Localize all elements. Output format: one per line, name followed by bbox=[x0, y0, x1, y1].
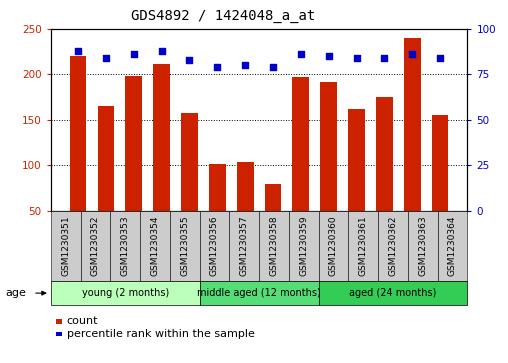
Text: GSM1230359: GSM1230359 bbox=[299, 216, 308, 276]
Point bbox=[157, 48, 166, 54]
Bar bbox=[237, 162, 253, 211]
Text: GSM1230353: GSM1230353 bbox=[121, 216, 130, 276]
Bar bbox=[404, 38, 421, 211]
Point bbox=[297, 52, 305, 57]
Text: young (2 months): young (2 months) bbox=[82, 288, 169, 298]
Text: GSM1230351: GSM1230351 bbox=[61, 216, 70, 276]
Bar bbox=[70, 56, 86, 211]
Point bbox=[213, 64, 221, 70]
Bar bbox=[432, 115, 449, 211]
Point bbox=[436, 55, 444, 61]
Bar bbox=[293, 77, 309, 211]
Bar bbox=[321, 82, 337, 211]
Text: GDS4892 / 1424048_a_at: GDS4892 / 1424048_a_at bbox=[132, 9, 315, 23]
Point bbox=[408, 52, 416, 57]
Text: percentile rank within the sample: percentile rank within the sample bbox=[67, 329, 255, 339]
Text: GSM1230361: GSM1230361 bbox=[359, 216, 368, 276]
Point bbox=[269, 64, 277, 70]
Text: GSM1230355: GSM1230355 bbox=[180, 216, 189, 276]
Text: GSM1230364: GSM1230364 bbox=[448, 216, 457, 276]
Text: GSM1230363: GSM1230363 bbox=[418, 216, 427, 276]
Point bbox=[325, 53, 333, 59]
Text: GSM1230358: GSM1230358 bbox=[269, 216, 278, 276]
Text: GSM1230356: GSM1230356 bbox=[210, 216, 219, 276]
Bar bbox=[153, 64, 170, 211]
Point bbox=[241, 62, 249, 68]
Text: count: count bbox=[67, 316, 98, 326]
Bar bbox=[376, 97, 393, 211]
Point bbox=[380, 55, 389, 61]
Point bbox=[353, 55, 361, 61]
Bar bbox=[181, 113, 198, 211]
Bar bbox=[98, 106, 114, 211]
Text: GSM1230354: GSM1230354 bbox=[150, 216, 160, 276]
Bar bbox=[125, 76, 142, 211]
Bar bbox=[265, 184, 281, 211]
Text: GSM1230362: GSM1230362 bbox=[389, 216, 397, 276]
Bar bbox=[209, 164, 226, 211]
Point bbox=[74, 48, 82, 54]
Text: GSM1230357: GSM1230357 bbox=[240, 216, 249, 276]
Text: GSM1230352: GSM1230352 bbox=[91, 216, 100, 276]
Point bbox=[130, 52, 138, 57]
Text: aged (24 months): aged (24 months) bbox=[350, 288, 437, 298]
Text: age: age bbox=[5, 288, 26, 298]
Point bbox=[185, 57, 194, 63]
Text: GSM1230360: GSM1230360 bbox=[329, 216, 338, 276]
Point bbox=[102, 55, 110, 61]
Bar bbox=[348, 109, 365, 211]
Text: middle aged (12 months): middle aged (12 months) bbox=[197, 288, 321, 298]
